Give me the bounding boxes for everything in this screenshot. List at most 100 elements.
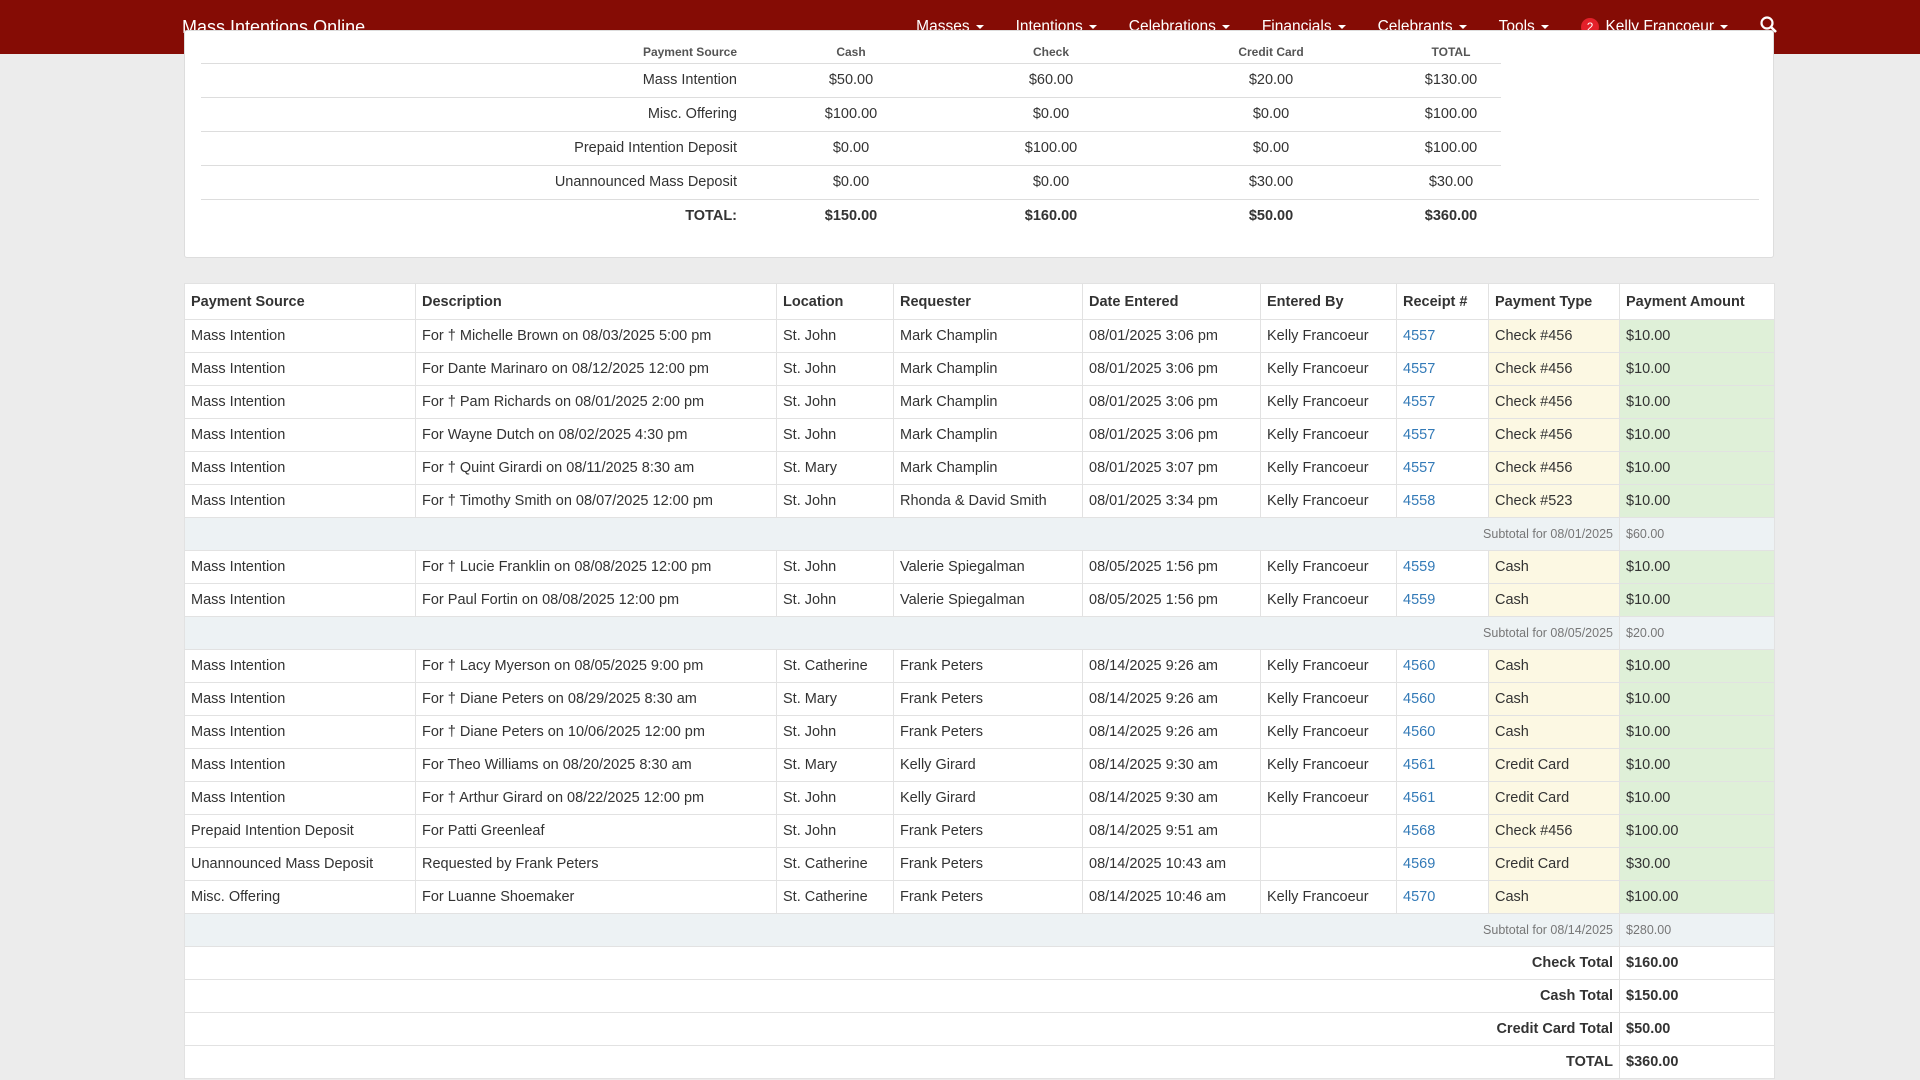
receipt-link[interactable]: 4559	[1403, 559, 1436, 575]
cell: 4557	[1396, 451, 1489, 485]
summary-cell: $360.00	[1401, 198, 1501, 233]
payment-row: Mass Intention For † Michelle Brown on 08…	[184, 319, 1775, 353]
cell: 4557	[1396, 352, 1489, 386]
payments-table: Payment Source Description Location Request…	[184, 283, 1775, 1079]
payment-row: Mass Intention For † Lucie Franklin on 08…	[184, 550, 1775, 584]
cell: Check #456	[1488, 418, 1620, 452]
cell: Cash	[1488, 682, 1620, 716]
receipt-link[interactable]: 4557	[1403, 394, 1436, 410]
receipt-link[interactable]: 4560	[1403, 724, 1436, 740]
cell: Kelly Francoeur	[1260, 748, 1397, 782]
cell: Mass Intention	[184, 583, 416, 617]
payment-row: Mass Intention For Dante Marinaro on 08/1…	[184, 352, 1775, 386]
cell: $10.00	[1619, 319, 1775, 353]
cell: $10.00	[1619, 352, 1775, 386]
total-label: TOTAL	[184, 1045, 1620, 1079]
cell: 08/01/2025 3:34 pm	[1082, 484, 1261, 518]
receipt-link[interactable]: 4560	[1403, 691, 1436, 707]
cell: Mass Intention	[184, 715, 416, 749]
summary-cell: $100.00	[1401, 130, 1501, 165]
subtotal-amount: $60.00	[1619, 517, 1775, 551]
summary-cell: Unannounced Mass Deposit	[201, 164, 741, 199]
total-label: Credit Card Total	[184, 1012, 1620, 1046]
cell: 08/14/2025 9:51 am	[1082, 814, 1261, 848]
receipt-link[interactable]: 4561	[1403, 790, 1436, 806]
cell: Cash	[1488, 649, 1620, 683]
cell: Credit Card	[1488, 748, 1620, 782]
summary-cell: $0.00	[741, 130, 961, 165]
cell: 4561	[1396, 748, 1489, 782]
cell: For Patti Greenleaf	[415, 814, 777, 848]
cell: 08/01/2025 3:06 pm	[1082, 385, 1261, 419]
summary-cell: TOTAL:	[201, 198, 741, 233]
cell: Requested by Frank Peters	[415, 847, 777, 881]
summary-cell: Check	[1032, 44, 1070, 59]
receipt-link[interactable]: 4557	[1403, 427, 1436, 443]
receipt-link[interactable]: 4569	[1403, 856, 1436, 872]
summary-cell: Misc. Offering	[201, 96, 741, 131]
cell: St. Catherine	[776, 880, 894, 914]
cell: 4560	[1396, 649, 1489, 683]
summary-spacer	[1501, 198, 1759, 233]
summary-cell: $0.00	[1141, 96, 1401, 131]
receipt-link[interactable]: 4568	[1403, 823, 1436, 839]
column-header: Payment Source	[184, 283, 416, 320]
receipt-link[interactable]: 4559	[1403, 592, 1436, 608]
cell: $30.00	[1619, 847, 1775, 881]
cell: Mark Champlin	[893, 418, 1083, 452]
cell: $10.00	[1619, 583, 1775, 617]
receipt-link[interactable]: 4558	[1403, 493, 1436, 509]
cell: St. John	[776, 319, 894, 353]
subtotal-row: Subtotal for 08/14/2025 $280.00	[184, 913, 1775, 947]
cell: Rhonda & David Smith	[893, 484, 1083, 518]
cell: Mark Champlin	[893, 385, 1083, 419]
cell: St. Mary	[776, 748, 894, 782]
cell: Kelly Francoeur	[1260, 418, 1397, 452]
receipt-link[interactable]: 4561	[1403, 757, 1436, 773]
cell: $10.00	[1619, 484, 1775, 518]
payment-row: Mass Intention For † Lacy Myerson on 08/0…	[184, 649, 1775, 683]
column-header: Payment Type	[1488, 283, 1620, 320]
cell: Kelly Francoeur	[1260, 319, 1397, 353]
cell: For † Diane Peters on 10/06/2025 12:00 p…	[415, 715, 777, 749]
summary-cell: $100.00	[1401, 96, 1501, 131]
summary-cell: Mass Intention	[201, 62, 741, 97]
search-icon[interactable]	[1760, 16, 1778, 34]
cell: $10.00	[1619, 649, 1775, 683]
summary-cell: $150.00	[741, 198, 961, 233]
summary-cell: $50.00	[741, 62, 961, 97]
cell: 08/01/2025 3:06 pm	[1082, 418, 1261, 452]
receipt-link[interactable]: 4560	[1403, 658, 1436, 674]
cell: St. John	[776, 583, 894, 617]
cell: Mass Intention	[184, 385, 416, 419]
summary-cell: Credit Card	[1238, 44, 1304, 59]
receipt-link[interactable]: 4570	[1403, 889, 1436, 905]
summary-cell: $100.00	[741, 96, 961, 131]
cell: 4558	[1396, 484, 1489, 518]
total-amount: $150.00	[1619, 979, 1775, 1013]
payment-row: Mass Intention For Theo Williams on 08/20…	[184, 748, 1775, 782]
cell: $10.00	[1619, 682, 1775, 716]
summary-cell: $0.00	[961, 164, 1141, 199]
cell: Mark Champlin	[893, 352, 1083, 386]
summary-row: Prepaid Intention Deposit $0.00 $100.00 $0.…	[201, 130, 1759, 165]
cell: 4568	[1396, 814, 1489, 848]
cell: $10.00	[1619, 748, 1775, 782]
cell: St. John	[776, 352, 894, 386]
receipt-link[interactable]: 4557	[1403, 328, 1436, 344]
cell: 08/01/2025 3:06 pm	[1082, 352, 1261, 386]
header-row: Payment Source Description Location Request…	[184, 283, 1775, 320]
cell: 08/14/2025 9:30 am	[1082, 781, 1261, 815]
cell: Kelly Francoeur	[1260, 781, 1397, 815]
cell: $100.00	[1619, 880, 1775, 914]
cell: Check #523	[1488, 484, 1620, 518]
cell: For † Michelle Brown on 08/03/2025 5:00 …	[415, 319, 777, 353]
cell: 08/14/2025 10:46 am	[1082, 880, 1261, 914]
receipt-link[interactable]: 4557	[1403, 460, 1436, 476]
cell: Check #456	[1488, 385, 1620, 419]
cell: Mass Intention	[184, 550, 416, 584]
cell: St. Mary	[776, 451, 894, 485]
receipt-link[interactable]: 4557	[1403, 361, 1436, 377]
cell: 08/05/2025 1:56 pm	[1082, 550, 1261, 584]
summary-cell: TOTAL	[1431, 44, 1471, 59]
